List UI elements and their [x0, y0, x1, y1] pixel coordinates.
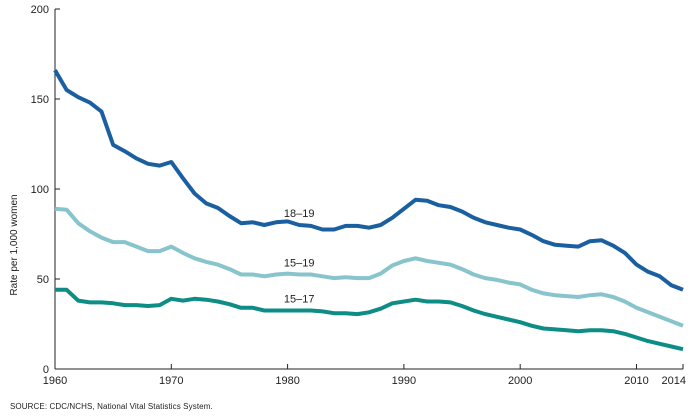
x-tick-label: 1980 [275, 375, 299, 387]
series-label: 15–19 [284, 258, 315, 270]
series-line-1 [54, 206, 684, 328]
series-label: 15–17 [284, 294, 315, 306]
series-line-2 [55, 287, 684, 352]
source-note: SOURCE: CDC/NCHS, National Vital Statist… [10, 402, 213, 411]
x-tick-label: 1970 [159, 375, 183, 387]
y-tick-label: 150 [31, 94, 49, 106]
x-tick-label: 2000 [508, 375, 532, 387]
y-tick-label: 200 [31, 4, 49, 16]
y-tick-label: 50 [37, 274, 49, 286]
y-axis: 0 50 100 150 200 [31, 4, 60, 376]
x-tick-label: 2010 [624, 375, 648, 387]
series-lines [53, 69, 684, 352]
series-labels: 18–19 15–19 15–17 [284, 208, 315, 306]
series-line-0 [53, 69, 684, 292]
x-tick-label: 1990 [392, 375, 416, 387]
x-tick-label: 2014 [662, 375, 686, 387]
y-tick-label: 100 [31, 184, 49, 196]
series-label: 18–19 [284, 208, 315, 220]
y-tick-label: 0 [43, 364, 49, 376]
x-axis: 1960 1970 1980 1990 2000 2010 2014 [43, 364, 686, 387]
x-tick-label: 1960 [43, 375, 67, 387]
y-axis-label: Rate per 1,000 women [9, 194, 20, 295]
